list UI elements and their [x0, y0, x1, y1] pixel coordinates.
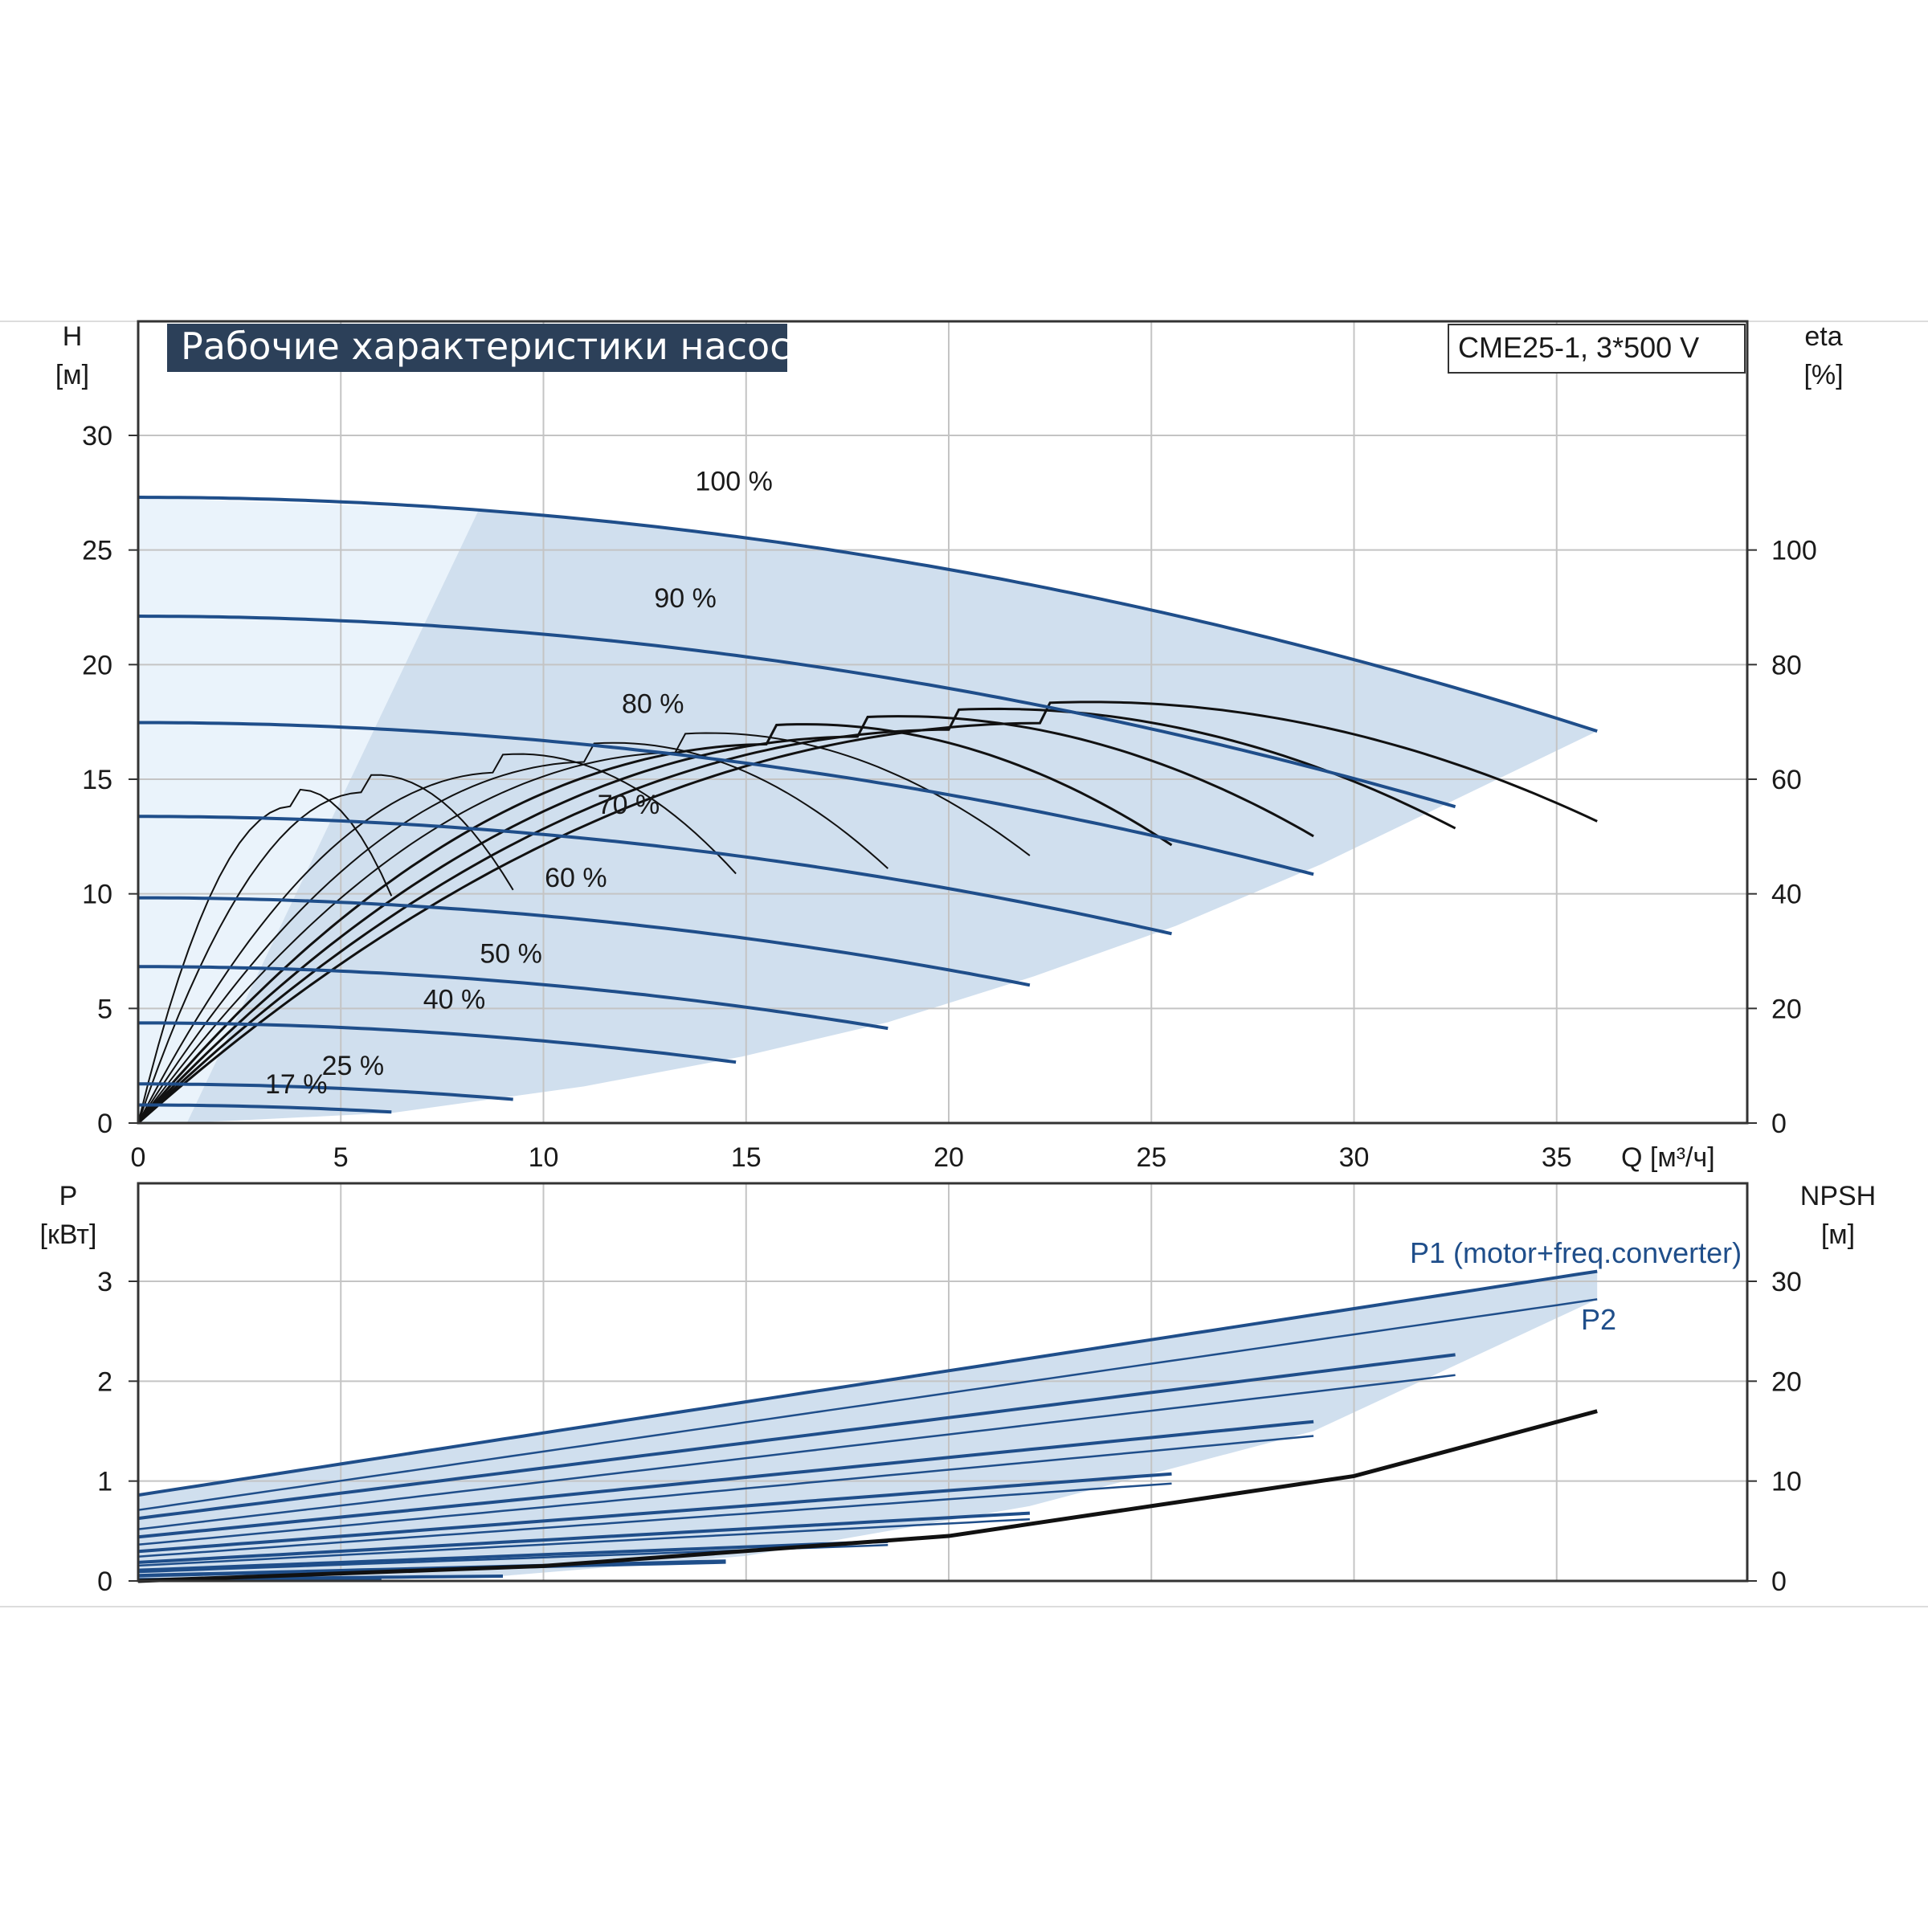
y2-tick-label: 20	[1771, 994, 1802, 1024]
y2-axis-title: eta	[1804, 321, 1842, 352]
x-tick-label: 30	[1339, 1142, 1370, 1173]
p-axis-title: P	[59, 1181, 78, 1211]
power-curve	[137, 1353, 1456, 1521]
qh-grid	[138, 321, 1747, 1123]
p-tick-label: 1	[97, 1467, 112, 1497]
power-curves	[137, 1269, 1598, 1583]
power-curve	[137, 1472, 1172, 1554]
speed-curve	[138, 965, 888, 1031]
efficiency-curve	[137, 753, 737, 1124]
y-tick-label: 0	[97, 1109, 112, 1139]
qh-frame	[137, 320, 1749, 1125]
speed-curves	[137, 496, 1598, 1114]
speed-curve	[138, 721, 1314, 876]
x-tick-label: 15	[731, 1142, 762, 1173]
x-tick-label: 5	[333, 1142, 349, 1173]
x-tick-label: 10	[529, 1142, 559, 1173]
speed-curve	[138, 1082, 513, 1101]
power-curve	[137, 1435, 1314, 1546]
y-tick-label: 10	[82, 880, 112, 910]
npsh-axis-unit: [м]	[1821, 1219, 1855, 1250]
model-label: CME25-1, 3*500 V	[1458, 331, 1699, 364]
speed-curve-label: 80 %	[622, 688, 684, 719]
npsh-curve	[137, 1409, 1598, 1583]
p-tick-label: 0	[97, 1566, 112, 1597]
efficiency-curve	[137, 715, 1314, 1125]
chart-title: Рабочие характеристики насоса	[181, 325, 813, 368]
y2-tick-label: 100	[1771, 536, 1817, 566]
speed-curve	[137, 496, 1598, 733]
power-curve	[137, 1419, 1314, 1539]
speed-curve-label: 100 %	[695, 466, 772, 496]
x-axis-title: Q [м³/ч]	[1621, 1142, 1715, 1173]
speed-curve-label: 40 %	[423, 984, 486, 1015]
power-curve	[137, 1482, 1172, 1558]
speed-curve	[138, 1103, 392, 1114]
speed-curve	[138, 1021, 737, 1064]
speed-labels: 100 % 90 % 80 % 70 % 60 % 50 % 40 % 25 %17 %	[265, 466, 773, 1099]
power-curve	[137, 1539, 888, 1572]
speed-curve	[138, 896, 1031, 987]
npsh-tick-label: 30	[1771, 1267, 1802, 1297]
efficiency-curve	[137, 701, 1598, 1125]
npsh-tick-label: 0	[1771, 1566, 1787, 1597]
x-tick-label: 35	[1542, 1142, 1572, 1173]
y2-axis-unit: [%]	[1803, 360, 1843, 390]
power-range-fill	[138, 1271, 1598, 1581]
p2-label: P2	[1581, 1303, 1616, 1336]
efficiency-curve	[137, 707, 1456, 1125]
power-frame	[137, 1182, 1749, 1583]
power-curve	[137, 1517, 1030, 1567]
power-range	[138, 1271, 1598, 1581]
title-badge	[167, 324, 787, 372]
p-tick-label: 2	[97, 1366, 112, 1397]
npsh-axis-title: NPSH	[1800, 1181, 1876, 1211]
speed-curve	[138, 815, 1172, 936]
speed-curve	[137, 615, 1456, 809]
efficiency-curve	[137, 723, 1173, 1124]
p-axis-unit: [кВт]	[40, 1219, 97, 1250]
range-main	[186, 509, 1598, 1123]
npsh-tick-label: 10	[1771, 1467, 1802, 1497]
speed-curve-label: 60 %	[545, 863, 607, 893]
y2-tick-label: 40	[1771, 880, 1802, 910]
x-tick-label: 0	[131, 1142, 146, 1173]
power-curve	[137, 1298, 1598, 1511]
y-axis-unit: [м]	[55, 360, 89, 390]
power-curve	[137, 1511, 1031, 1564]
y-tick-label: 25	[82, 536, 112, 566]
p1-label: P1 (motor+freq.converter)	[1410, 1236, 1742, 1269]
power-grid	[138, 1183, 1747, 1581]
power-curve	[137, 1269, 1598, 1497]
qh-ticks: 0 5 10 15 20 25 30 35 0 5 10 15 20 25 30 0 20 40 60 80 100	[82, 421, 1817, 1173]
p-tick-label: 3	[97, 1267, 112, 1297]
speed-curve-label: 17 %	[265, 1069, 328, 1100]
y2-tick-label: 60	[1771, 765, 1802, 795]
power-curve	[137, 1374, 1456, 1530]
speed-curve-label: 90 %	[654, 583, 717, 614]
y2-tick-label: 80	[1771, 650, 1802, 680]
x-tick-label: 20	[933, 1142, 964, 1173]
y-tick-label: 20	[82, 650, 112, 680]
qh-panel: 100 % 90 % 80 % 70 % 60 % 50 % 40 % 25 %17 % 0 5…	[55, 320, 1844, 1173]
y2-tick-label: 0	[1771, 1109, 1787, 1139]
x-tick-label: 25	[1136, 1142, 1166, 1173]
npsh-tick-label: 20	[1771, 1366, 1802, 1397]
y-tick-label: 5	[97, 994, 112, 1024]
speed-curve-label: 70 %	[598, 790, 660, 820]
efficiency-curve	[137, 741, 888, 1124]
y-tick-label: 15	[82, 765, 112, 795]
model-box	[1448, 324, 1746, 374]
y-axis-title: H	[63, 321, 83, 352]
speed-curve-label: 25 %	[322, 1051, 385, 1081]
speed-curve-label: 50 %	[480, 938, 542, 969]
y-tick-label: 30	[82, 421, 112, 451]
efficiency-curves	[137, 701, 1598, 1125]
